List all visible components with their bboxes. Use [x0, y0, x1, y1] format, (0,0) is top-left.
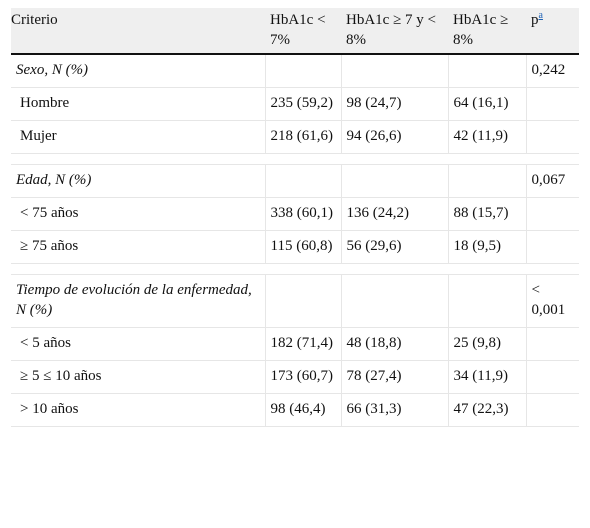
cell-value: 78 (27,4)	[340, 360, 448, 394]
cell-value: 66 (31,3)	[340, 393, 448, 427]
header-hba1c-under-7: HbA1c < 7%	[265, 8, 341, 55]
header-hba1c-7-to-8: HbA1c ≥ 7 y < 8%	[341, 8, 448, 55]
section-row-sexo: Sexo, N (%) 0,242	[11, 54, 579, 88]
header-hba1c-over-8: HbA1c ≥ 8%	[448, 8, 526, 55]
row-label: Hombre	[11, 87, 265, 121]
cell-value: 115 (60,8)	[264, 230, 341, 264]
cell-value: 42 (11,9)	[447, 120, 526, 154]
table-row: < 5 años 182 (71,4) 48 (18,8) 25 (9,8)	[11, 327, 579, 361]
row-label: ≥ 5 ≤ 10 años	[11, 360, 265, 394]
cell-value: 136 (24,2)	[340, 197, 448, 231]
cell-value: 47 (22,3)	[447, 393, 526, 427]
header-criterio: Criterio	[11, 8, 265, 55]
cell-value: 182 (71,4)	[264, 327, 341, 361]
table-row: Hombre 235 (59,2) 98 (24,7) 64 (16,1)	[11, 87, 579, 121]
section-title: Sexo, N (%)	[11, 54, 265, 88]
cell-value: 94 (26,6)	[340, 120, 448, 154]
cell-value: 34 (11,9)	[447, 360, 526, 394]
cell-value: 88 (15,7)	[447, 197, 526, 231]
cell-value: 98 (24,7)	[340, 87, 448, 121]
cell-value: 338 (60,1)	[264, 197, 341, 231]
cell-value: 173 (60,7)	[264, 360, 341, 394]
table-row: < 75 años 338 (60,1) 136 (24,2) 88 (15,7…	[11, 197, 579, 231]
header-p: pa	[526, 8, 579, 55]
table-row: ≥ 5 ≤ 10 años 173 (60,7) 78 (27,4) 34 (1…	[11, 360, 579, 394]
row-label: Mujer	[11, 120, 265, 154]
row-label: > 10 años	[11, 393, 265, 427]
section-spacer	[11, 263, 579, 275]
cell-value: 235 (59,2)	[264, 87, 341, 121]
table-row: Mujer 218 (61,6) 94 (26,6) 42 (11,9)	[11, 120, 579, 154]
cell-value: 48 (18,8)	[340, 327, 448, 361]
section-title: Edad, N (%)	[11, 164, 265, 198]
header-row: Criterio HbA1c < 7% HbA1c ≥ 7 y < 8% HbA…	[11, 8, 579, 55]
footnote-link[interactable]: a	[538, 10, 543, 21]
cell-value: 64 (16,1)	[447, 87, 526, 121]
section-spacer	[11, 153, 579, 165]
section-row-evolucion: Tiempo de evolución de la enfermedad, N …	[11, 274, 579, 328]
p-value: 0,242	[525, 54, 579, 88]
cell-value: 25 (9,8)	[447, 327, 526, 361]
p-value: 0,067	[525, 164, 579, 198]
cell-value: 98 (46,4)	[264, 393, 341, 427]
p-value: < 0,001	[525, 274, 579, 328]
header-p-label: p	[531, 12, 539, 28]
results-table: Criterio HbA1c < 7% HbA1c ≥ 7 y < 8% HbA…	[11, 8, 579, 427]
table-row: ≥ 75 años 115 (60,8) 56 (29,6) 18 (9,5)	[11, 230, 579, 264]
section-title: Tiempo de evolución de la enfermedad, N …	[11, 274, 265, 328]
cell-value: 56 (29,6)	[340, 230, 448, 264]
cell-value: 18 (9,5)	[447, 230, 526, 264]
row-label: < 75 años	[11, 197, 265, 231]
cell-value: 218 (61,6)	[264, 120, 341, 154]
row-label: ≥ 75 años	[11, 230, 265, 264]
table-row: > 10 años 98 (46,4) 66 (31,3) 47 (22,3)	[11, 393, 579, 427]
row-label: < 5 años	[11, 327, 265, 361]
section-row-edad: Edad, N (%) 0,067	[11, 164, 579, 198]
